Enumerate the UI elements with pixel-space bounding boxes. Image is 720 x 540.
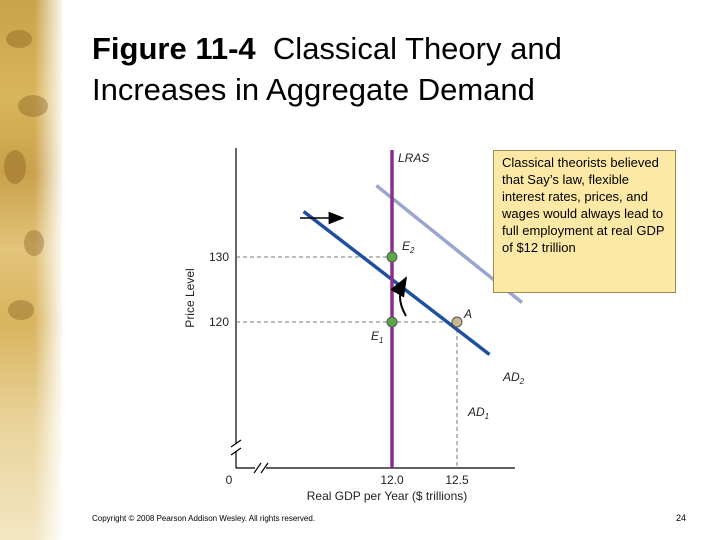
x-tick-label-12-5: 12.5 bbox=[445, 473, 469, 487]
y-tick-label-130: 130 bbox=[209, 250, 229, 264]
e1-label: E1 bbox=[371, 329, 383, 345]
y-axis-break-bottom bbox=[230, 447, 242, 456]
point-e2 bbox=[386, 251, 398, 263]
point-a bbox=[451, 316, 463, 328]
x-axis-break-left bbox=[253, 462, 262, 474]
figure-number: Figure 11-4 bbox=[92, 31, 256, 66]
e2-label: E2 bbox=[402, 239, 415, 255]
decorative-side-image bbox=[0, 0, 62, 540]
point-e1 bbox=[386, 316, 398, 328]
origin-label: 0 bbox=[226, 473, 233, 487]
y-axis-break-top bbox=[230, 439, 242, 448]
x-axis-title: Real GDP per Year ($ trillions) bbox=[307, 489, 468, 503]
callout-box: Classical theorists believed that Say’s … bbox=[493, 150, 676, 293]
copyright-notice: Copyright © 2008 Pearson Addison Wesley.… bbox=[92, 514, 316, 523]
lras-label: LRAS bbox=[398, 151, 429, 165]
slide-title: Figure 11-4 Classical Theory and Increas… bbox=[92, 28, 692, 110]
x-axis-break-right bbox=[260, 462, 269, 474]
ad1-label: AD1 bbox=[467, 405, 489, 421]
page-number: 24 bbox=[676, 513, 687, 523]
e1-to-e2-arrow bbox=[390, 276, 407, 317]
ad1-curve bbox=[302, 210, 491, 356]
ad2-label: AD2 bbox=[502, 370, 525, 386]
y-tick-label-120: 120 bbox=[209, 315, 229, 329]
a-label: A bbox=[463, 307, 472, 321]
y-axis-title: Price Level bbox=[183, 268, 197, 327]
x-tick-label-12-0: 12.0 bbox=[380, 473, 404, 487]
figure-title: Classical Theory and Increases in Aggreg… bbox=[92, 31, 562, 107]
